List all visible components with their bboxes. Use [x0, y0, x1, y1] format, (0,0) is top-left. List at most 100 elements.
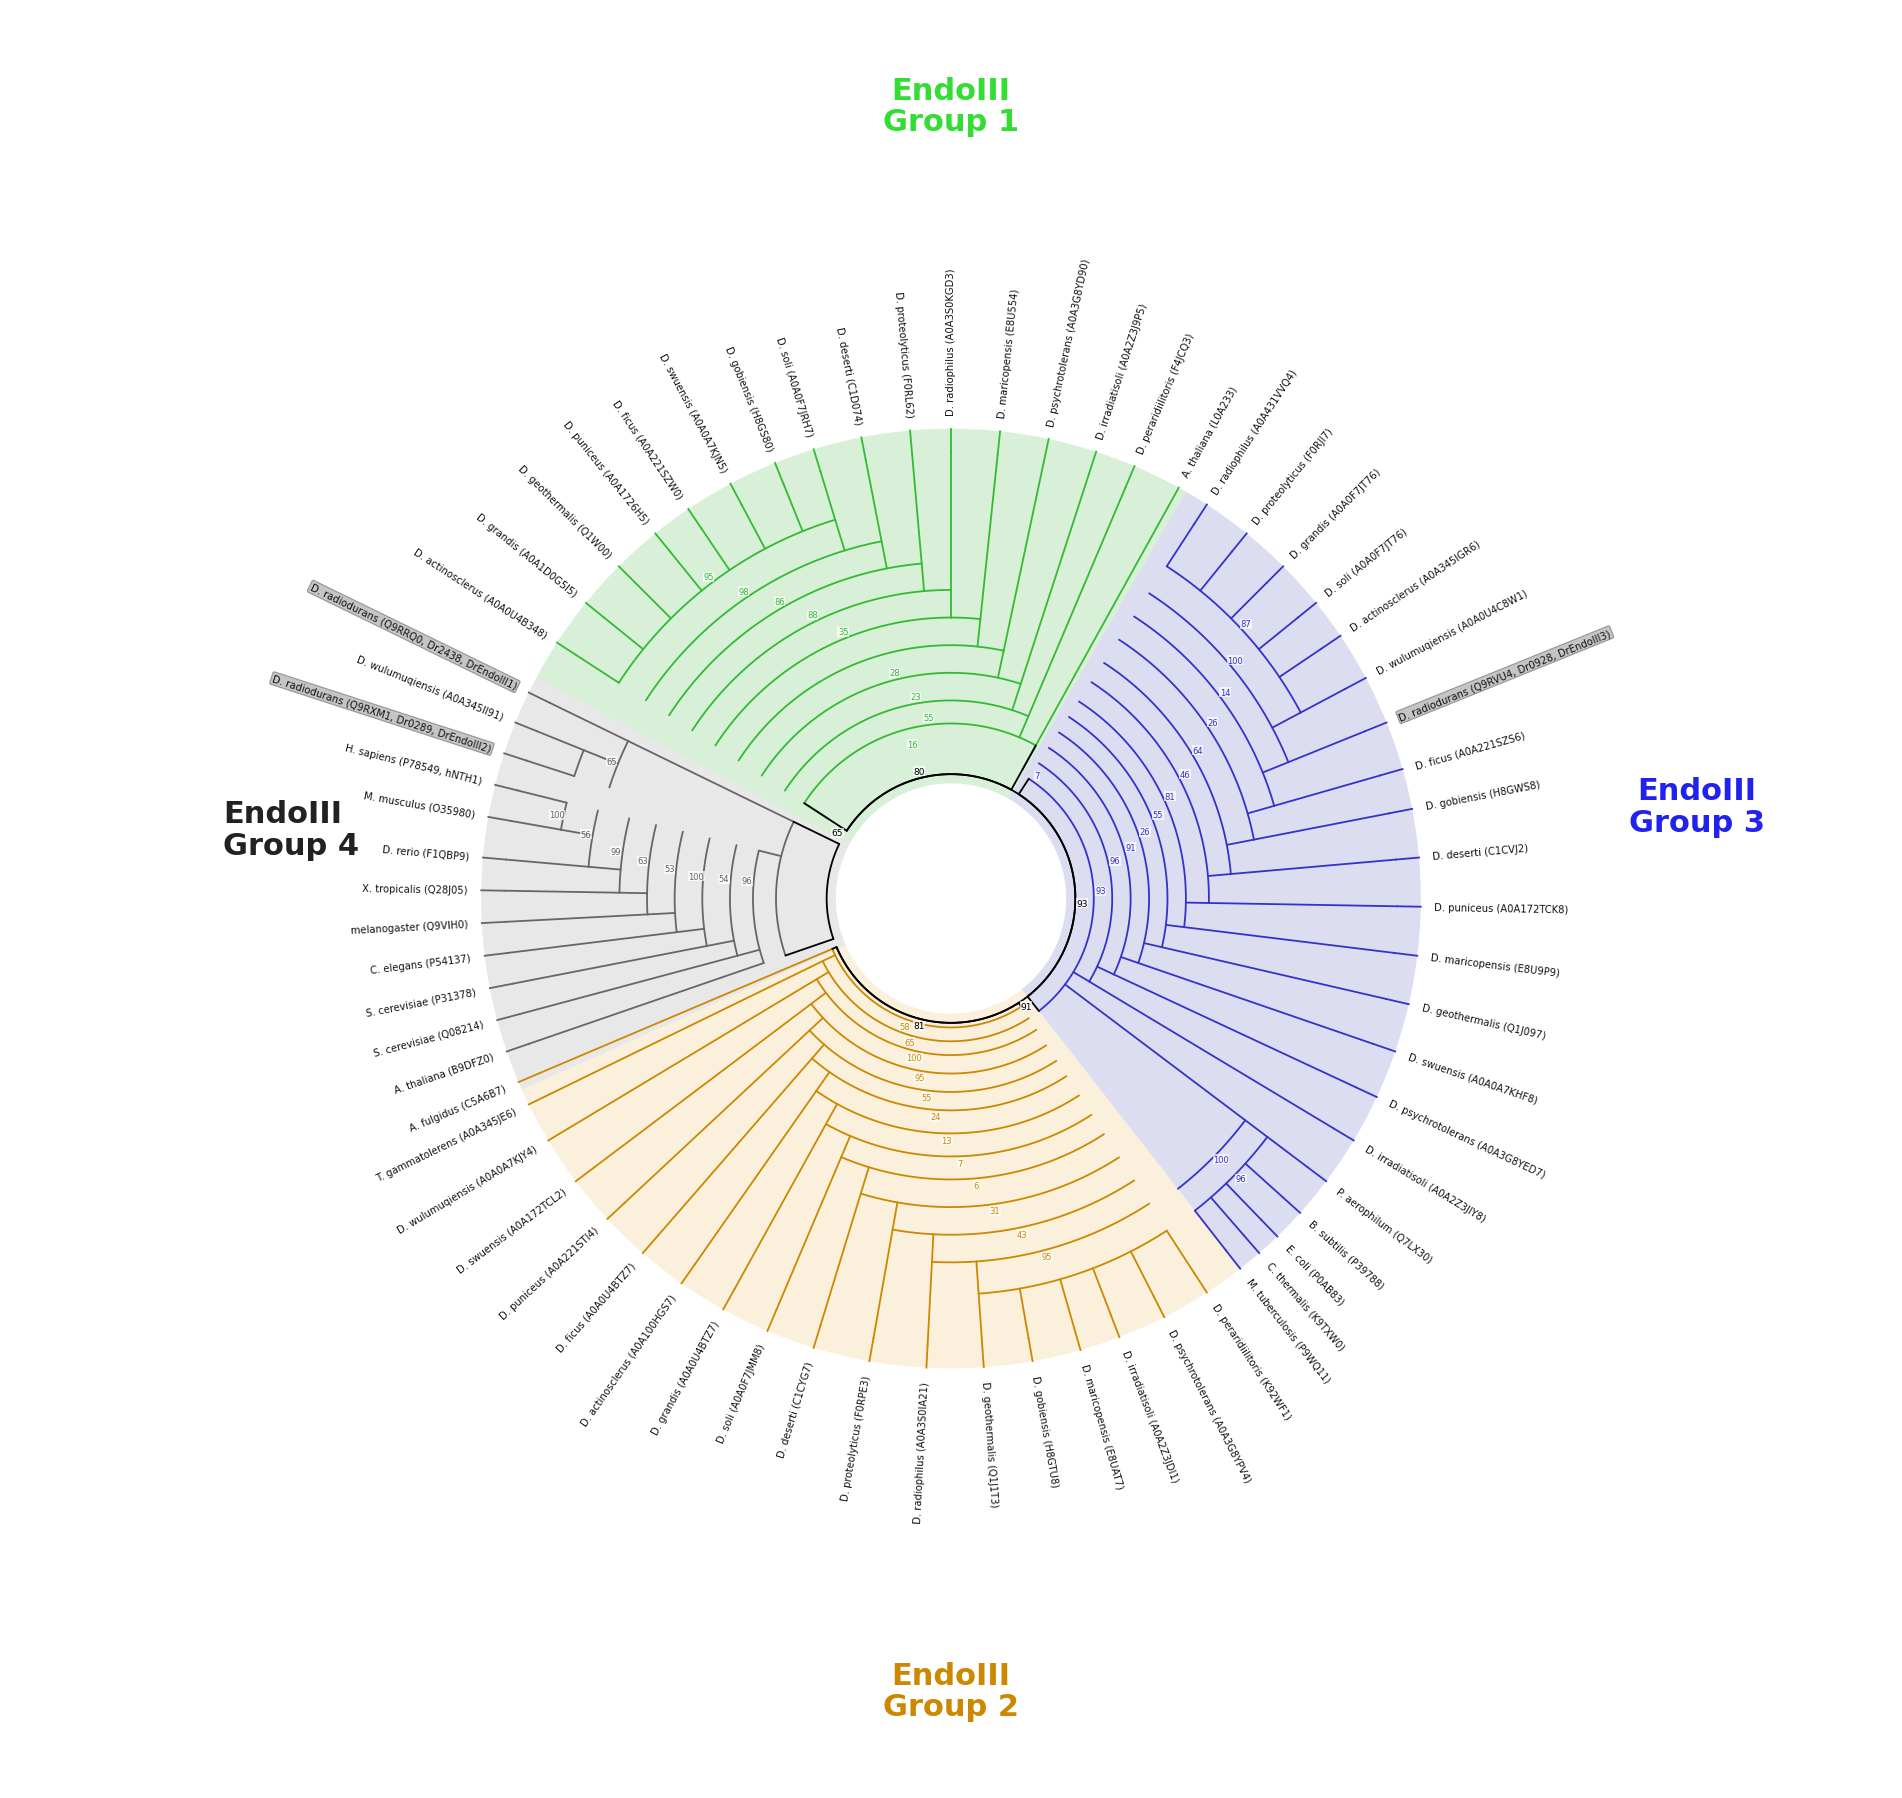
Text: 93: 93: [1096, 886, 1105, 895]
Text: D. radiodurans (Q9RXM1, Dr0289, DrEndoIII2): D. radiodurans (Q9RXM1, Dr0289, DrEndoII…: [272, 674, 493, 755]
Text: D. maricopensis (E8U554): D. maricopensis (E8U554): [997, 288, 1019, 419]
Text: D. puniceus (A0A221STI4): D. puniceus (A0A221STI4): [498, 1224, 601, 1322]
Text: E. coli (P0AB83): E. coli (P0AB83): [1284, 1242, 1345, 1307]
Text: P. aerophilum (Q7LX30): P. aerophilum (Q7LX30): [1333, 1187, 1434, 1264]
Text: 100: 100: [1227, 656, 1242, 665]
Text: 56: 56: [580, 831, 592, 840]
Text: melanogaster (Q9VIH0): melanogaster (Q9VIH0): [350, 919, 468, 935]
Text: D. deserti (C1CVJ2): D. deserti (C1CVJ2): [1432, 843, 1529, 861]
Text: D. puniceus (A0A172TCK8): D. puniceus (A0A172TCK8): [1434, 903, 1569, 915]
Text: D. geothermalis (Q1W00): D. geothermalis (Q1W00): [515, 464, 612, 561]
Text: D. psychrotolerans (A0A3G8YPV4): D. psychrotolerans (A0A3G8YPV4): [1166, 1327, 1252, 1483]
Text: D. deserti (C1CYG7): D. deserti (C1CYG7): [776, 1359, 814, 1458]
Text: 99: 99: [611, 847, 622, 856]
Text: D. puniceus (A0A1726H5): D. puniceus (A0A1726H5): [561, 419, 650, 527]
Text: 46: 46: [1179, 770, 1191, 779]
Text: D. soli (A0A0F7JMM8): D. soli (A0A0F7JMM8): [715, 1341, 767, 1444]
Text: 95: 95: [704, 574, 713, 583]
Text: D. ficus (A0A221SZW0): D. ficus (A0A221SZW0): [611, 399, 685, 502]
Text: 43: 43: [1018, 1230, 1027, 1239]
Text: 96: 96: [742, 877, 751, 886]
Text: D. psychrotolerans (A0A3G8YED7): D. psychrotolerans (A0A3G8YED7): [1387, 1099, 1546, 1179]
Text: D. soli (A0A0F7JRH7): D. soli (A0A0F7JRH7): [774, 336, 814, 439]
Text: D. psychrotolerans (A0A3G8YD90): D. psychrotolerans (A0A3G8YD90): [1046, 257, 1092, 428]
Text: D. actinosclerus (A0A345IGR6): D. actinosclerus (A0A345IGR6): [1349, 539, 1482, 633]
Text: S. cerevisiae (Q08214): S. cerevisiae (Q08214): [373, 1019, 485, 1059]
Text: M. musculus (O35980): M. musculus (O35980): [363, 791, 476, 820]
Text: M. tuberculosis (P9WQ11): M. tuberculosis (P9WQ11): [1244, 1277, 1331, 1384]
Text: 55: 55: [921, 1093, 932, 1102]
Text: D. proteolyticus (F0RPE3): D. proteolyticus (F0RPE3): [841, 1374, 871, 1501]
Text: D. gobiensis (H8GWS8): D. gobiensis (H8GWS8): [1425, 780, 1541, 811]
Text: 55: 55: [1153, 811, 1164, 820]
Text: D. ficus (A0A221SZS6): D. ficus (A0A221SZS6): [1415, 730, 1525, 771]
Text: 98: 98: [738, 588, 749, 597]
Text: D. rerio (F1QBP9): D. rerio (F1QBP9): [382, 845, 470, 861]
Polygon shape: [481, 678, 850, 1090]
Text: D. gobiensis (H8GS80): D. gobiensis (H8GS80): [723, 345, 774, 453]
Text: EndoIII
Group 4: EndoIII Group 4: [223, 800, 359, 859]
Text: D. radiophilus (A0A3S0IA21): D. radiophilus (A0A3S0IA21): [913, 1381, 930, 1523]
Text: A. thaliana (L0A233): A. thaliana (L0A233): [1181, 385, 1240, 478]
Text: D. radiodurans (Q9RRQ0, Dr2438, DrEndoIII1): D. radiodurans (Q9RRQ0, Dr2438, DrEndoII…: [308, 583, 519, 692]
Text: D. grandis (A0A0U4BTZ7): D. grandis (A0A0U4BTZ7): [650, 1320, 721, 1437]
Text: D. radiodurans (Q9RVU4, Dr0928, DrEndoIII3): D. radiodurans (Q9RVU4, Dr0928, DrEndoII…: [1398, 628, 1613, 723]
Text: 65: 65: [831, 829, 843, 838]
Text: EndoIII
Group 3: EndoIII Group 3: [1630, 777, 1765, 838]
Text: 58: 58: [900, 1021, 909, 1030]
Text: 26: 26: [1208, 717, 1217, 726]
Text: D. proteolyticus (F0RL62): D. proteolyticus (F0RL62): [892, 291, 913, 417]
Text: 100: 100: [550, 811, 565, 820]
Text: 54: 54: [719, 874, 728, 883]
Text: D. geothermalis (Q1J097): D. geothermalis (Q1J097): [1421, 1003, 1546, 1041]
Text: 14: 14: [1219, 689, 1231, 698]
Text: 100: 100: [1213, 1154, 1229, 1163]
Text: 16: 16: [907, 741, 919, 750]
Text: D. gobiensis (H8GTU8): D. gobiensis (H8GTU8): [1031, 1374, 1059, 1487]
Text: A. thaliana (B9DFZ0): A. thaliana (B9DFZ0): [394, 1052, 495, 1095]
Text: D. irradiatisoli (A0A2Z3J9P5): D. irradiatisoli (A0A2Z3J9P5): [1096, 302, 1149, 441]
Text: D. soli (A0A0F7JT76): D. soli (A0A0F7JT76): [1324, 527, 1409, 599]
Text: EndoIII
Group 2: EndoIII Group 2: [883, 1661, 1019, 1721]
Text: 64: 64: [1193, 746, 1204, 755]
Text: 53: 53: [664, 865, 675, 874]
Text: T. gammatolerens (A0A345JE6): T. gammatolerens (A0A345JE6): [375, 1106, 519, 1183]
Text: C. elegans (P54137): C. elegans (P54137): [371, 953, 472, 975]
Text: 31: 31: [989, 1206, 1000, 1215]
Text: 87: 87: [1240, 620, 1252, 629]
Text: S. cerevisiae (P31378): S. cerevisiae (P31378): [365, 987, 477, 1018]
Polygon shape: [536, 430, 1185, 845]
Text: 100: 100: [689, 872, 704, 881]
Text: D. irradiatisoli (A0A2Z3JDI1): D. irradiatisoli (A0A2Z3JDI1): [1120, 1348, 1179, 1483]
Text: 65: 65: [905, 1037, 915, 1046]
Text: D. maricopensis (E8U9P9): D. maricopensis (E8U9P9): [1430, 953, 1562, 978]
Text: D. actinosclerus (A0A100HGS7): D. actinosclerus (A0A100HGS7): [578, 1293, 677, 1428]
Text: D. peraridiilitoris (F4JCQ3): D. peraridiilitoris (F4JCQ3): [1135, 333, 1196, 457]
Text: 88: 88: [806, 611, 818, 620]
Text: 93: 93: [1077, 899, 1088, 908]
Polygon shape: [1008, 493, 1421, 1269]
Text: 6: 6: [974, 1181, 980, 1190]
Text: 7: 7: [1035, 771, 1040, 780]
Text: H. sapiens (P78549, hNTH1): H. sapiens (P78549, hNTH1): [344, 743, 483, 788]
Text: 91: 91: [1126, 843, 1135, 852]
Text: D. grandis (A0A0F7JT76): D. grandis (A0A0F7JT76): [1290, 467, 1383, 561]
Text: D. grandis (A0A1D0G5I5): D. grandis (A0A1D0G5I5): [474, 512, 578, 599]
Text: D. maricopensis (E8UAT7): D. maricopensis (E8UAT7): [1080, 1363, 1124, 1489]
Polygon shape: [521, 946, 1240, 1368]
Text: D. swuensis (A0A172TCL2): D. swuensis (A0A172TCL2): [455, 1187, 569, 1275]
Text: 86: 86: [774, 597, 786, 606]
Text: D. wulumuqiensis (A0A0U4C8W1): D. wulumuqiensis (A0A0U4C8W1): [1375, 588, 1529, 676]
Text: 24: 24: [930, 1113, 941, 1122]
Text: D. irradiatisoli (A0A2Z3JIY8): D. irradiatisoli (A0A2Z3JIY8): [1364, 1144, 1487, 1224]
Text: 7: 7: [957, 1160, 962, 1169]
Text: 35: 35: [839, 628, 848, 636]
Text: EndoIII
Group 1: EndoIII Group 1: [883, 77, 1019, 137]
Text: C. thermalis (K9TXW0): C. thermalis (K9TXW0): [1265, 1260, 1347, 1352]
Text: D. ficus (A0A0U4BTZ7): D. ficus (A0A0U4BTZ7): [555, 1260, 637, 1354]
Text: 28: 28: [890, 669, 900, 678]
Text: 91: 91: [1021, 1001, 1033, 1010]
Text: D. radiophilus (A0A431VVQ4): D. radiophilus (A0A431VVQ4): [1210, 367, 1299, 496]
Text: D. wulumuqiensis (A0A345II91): D. wulumuqiensis (A0A345II91): [356, 654, 504, 723]
Text: 96: 96: [1109, 856, 1120, 865]
